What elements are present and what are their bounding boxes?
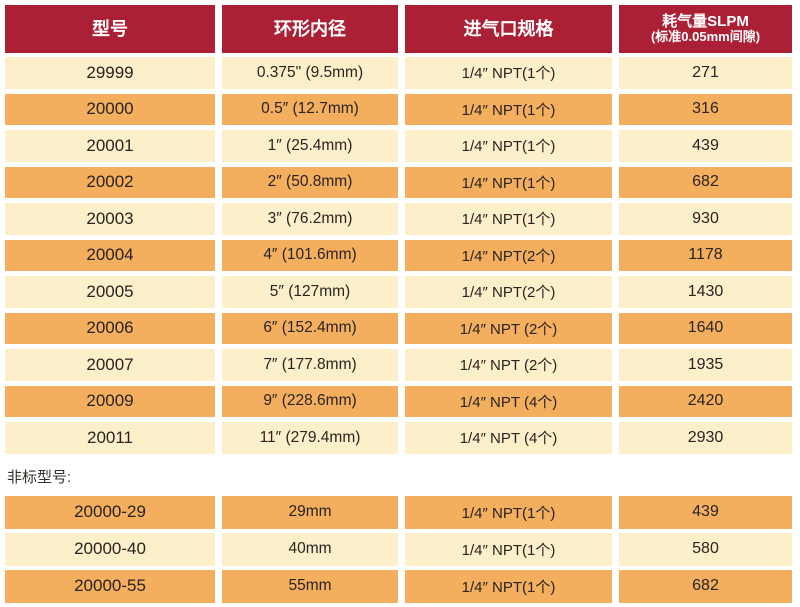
table-row: 20003 3″ (76.2mm) 1/4″ NPT(1个) 930 <box>5 203 792 235</box>
cell-inlet-spec: 1/4″ NPT(1个) <box>405 532 612 566</box>
nonstandard-spec-table: 20000-29 29mm 1/4″ NPT(1个) 439 20000-40 40mm 1… <box>5 495 792 603</box>
table-row: 20004 4″ (101.6mm) 1/4″ NPT(2个) 1178 <box>5 239 792 271</box>
cell-consumption: 1430 <box>619 276 792 308</box>
cell-inlet-spec: 1/4″ NPT (4个) <box>405 385 612 417</box>
cell-consumption: 316 <box>619 93 792 125</box>
cell-model: 20002 <box>5 166 215 198</box>
cell-inner-diameter: 11″ (279.4mm) <box>222 422 398 454</box>
header-consumption-label: 耗气量SLPM <box>662 12 749 30</box>
cell-model: 20007 <box>5 349 215 381</box>
cell-consumption: 930 <box>619 203 792 235</box>
cell-inner-diameter: 3″ (76.2mm) <box>222 203 398 235</box>
header-inner-diameter-label: 环形内径 <box>274 18 346 39</box>
cell-consumption: 439 <box>619 130 792 162</box>
cell-consumption: 439 <box>619 495 792 529</box>
cell-inlet-spec: 1/4″ NPT(2个) <box>405 276 612 308</box>
cell-consumption: 2420 <box>619 385 792 417</box>
header-model-label: 型号 <box>92 18 128 39</box>
table-row: 20000-40 40mm 1/4″ NPT(1个) 580 <box>5 532 792 566</box>
cell-model: 20006 <box>5 312 215 344</box>
cell-inlet-spec: 1/4″ NPT(1个) <box>405 569 612 603</box>
cell-model: 20009 <box>5 385 215 417</box>
header-inlet-spec-label: 进气口规格 <box>463 18 554 39</box>
cell-consumption: 271 <box>619 57 792 89</box>
cell-model: 20001 <box>5 130 215 162</box>
table-row: 20000-55 55mm 1/4″ NPT(1个) 682 <box>5 569 792 603</box>
table-row: 20007 7″ (177.8mm) 1/4″ NPT (2个) 1935 <box>5 349 792 381</box>
table-row: 20001 1″ (25.4mm) 1/4″ NPT(1个) 439 <box>5 130 792 162</box>
cell-model: 20003 <box>5 203 215 235</box>
cell-inner-diameter: 40mm <box>222 532 398 566</box>
cell-model: 20011 <box>5 422 215 454</box>
table-row: 20005 5″ (127mm) 1/4″ NPT(2个) 1430 <box>5 276 792 308</box>
cell-inner-diameter: 2″ (50.8mm) <box>222 166 398 198</box>
cell-consumption: 580 <box>619 532 792 566</box>
nonstandard-table-body: 20000-29 29mm 1/4″ NPT(1个) 439 20000-40 40mm 1… <box>5 495 792 603</box>
cell-inner-diameter: 0.5″ (12.7mm) <box>222 93 398 125</box>
cell-inner-diameter: 6″ (152.4mm) <box>222 312 398 344</box>
table-row: 20011 11″ (279.4mm) 1/4″ NPT (4个) 2930 <box>5 422 792 454</box>
cell-inlet-spec: 1/4″ NPT (2个) <box>405 349 612 381</box>
table-header-row: 型号 环形内径 进气口规格 耗气量SLPM (标准0.05mm间隙) <box>5 5 792 53</box>
cell-inner-diameter: 9″ (228.6mm) <box>222 385 398 417</box>
cell-consumption: 1640 <box>619 312 792 344</box>
cell-inlet-spec: 1/4″ NPT(1个) <box>405 130 612 162</box>
cell-inlet-spec: 1/4″ NPT (2个) <box>405 312 612 344</box>
table-row: 20006 6″ (152.4mm) 1/4″ NPT (2个) 1640 <box>5 312 792 344</box>
header-consumption: 耗气量SLPM (标准0.05mm间隙) <box>619 5 792 53</box>
cell-model: 20005 <box>5 276 215 308</box>
table-row: 20002 2″ (50.8mm) 1/4″ NPT(1个) 682 <box>5 166 792 198</box>
cell-consumption: 682 <box>619 166 792 198</box>
nonstandard-section-label: 非标型号: <box>7 468 72 486</box>
cell-model: 20000-29 <box>5 495 215 529</box>
cell-inner-diameter: 7″ (177.8mm) <box>222 349 398 381</box>
cell-inner-diameter: 5″ (127mm) <box>222 276 398 308</box>
header-model: 型号 <box>5 5 215 53</box>
cell-consumption: 1935 <box>619 349 792 381</box>
cell-model: 20000-55 <box>5 569 215 603</box>
main-table-body: 29999 0.375" (9.5mm) 1/4″ NPT(1个) 271 20000 0… <box>5 57 792 454</box>
cell-inlet-spec: 1/4″ NPT(1个) <box>405 93 612 125</box>
header-consumption-sub-label: (标准0.05mm间隙) <box>650 29 761 45</box>
cell-consumption: 682 <box>619 569 792 603</box>
cell-model: 20004 <box>5 239 215 271</box>
header-inlet-spec: 进气口规格 <box>405 5 612 53</box>
cell-inner-diameter: 55mm <box>222 569 398 603</box>
table-row: 29999 0.375" (9.5mm) 1/4″ NPT(1个) 271 <box>5 57 792 89</box>
cell-inner-diameter: 1″ (25.4mm) <box>222 130 398 162</box>
cell-model: 20000 <box>5 93 215 125</box>
cell-inner-diameter: 29mm <box>222 495 398 529</box>
cell-inlet-spec: 1/4″ NPT(1个) <box>405 166 612 198</box>
cell-inlet-spec: 1/4″ NPT(1个) <box>405 203 612 235</box>
cell-model: 20000-40 <box>5 532 215 566</box>
cell-consumption: 2930 <box>619 422 792 454</box>
cell-consumption: 1178 <box>619 239 792 271</box>
cell-inlet-spec: 1/4″ NPT(2个) <box>405 239 612 271</box>
cell-inlet-spec: 1/4″ NPT (4个) <box>405 422 612 454</box>
cell-inner-diameter: 0.375" (9.5mm) <box>222 57 398 89</box>
main-spec-table: 型号 环形内径 进气口规格 耗气量SLPM (标准0.05mm间隙) 29999… <box>5 5 792 454</box>
table-row: 20000 0.5″ (12.7mm) 1/4″ NPT(1个) 316 <box>5 93 792 125</box>
cell-inlet-spec: 1/4″ NPT(1个) <box>405 57 612 89</box>
table-row: 20000-29 29mm 1/4″ NPT(1个) 439 <box>5 495 792 529</box>
cell-model: 29999 <box>5 57 215 89</box>
cell-inlet-spec: 1/4″ NPT(1个) <box>405 495 612 529</box>
header-inner-diameter: 环形内径 <box>222 5 398 53</box>
cell-inner-diameter: 4″ (101.6mm) <box>222 239 398 271</box>
table-row: 20009 9″ (228.6mm) 1/4″ NPT (4个) 2420 <box>5 385 792 417</box>
